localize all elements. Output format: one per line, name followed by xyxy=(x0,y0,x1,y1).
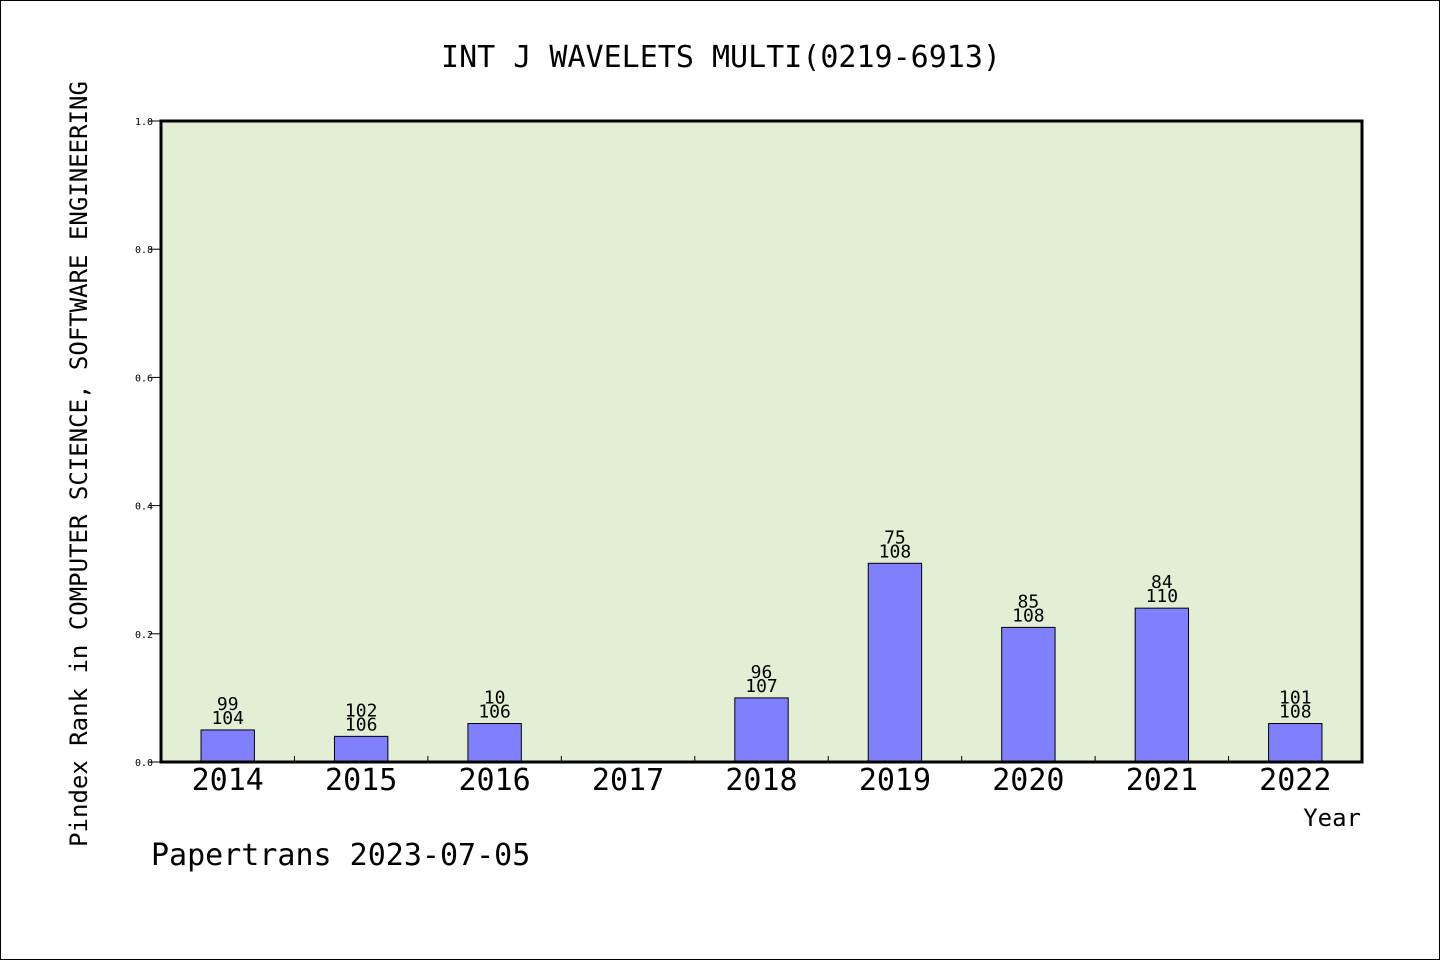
x-tick-label: 2017 xyxy=(592,763,664,798)
bar-rank-label: 101 xyxy=(1279,688,1312,709)
x-tick-label: 2016 xyxy=(458,763,530,798)
x-tick-label: 2019 xyxy=(859,763,931,798)
bar xyxy=(1268,723,1323,763)
chart-title: INT J WAVELETS MULTI(0219-6913) xyxy=(441,40,1001,75)
y-tick-label: 0.0 xyxy=(135,758,153,769)
bar-total-label: 110 xyxy=(1146,586,1179,607)
x-tick-label: 2022 xyxy=(1259,763,1331,798)
bar xyxy=(200,729,255,763)
y-tick-label: 0.4 xyxy=(135,502,153,513)
x-tick-label: 2020 xyxy=(992,763,1064,798)
bar-rank-label: 84 xyxy=(1151,572,1173,593)
bar-rank-label: 102 xyxy=(345,700,378,721)
footer-text: Papertrans 2023-07-05 xyxy=(151,838,530,873)
x-tick-label: 2015 xyxy=(325,763,397,798)
bar-rank-label: 85 xyxy=(1018,591,1040,612)
bar-total-label: 104 xyxy=(211,708,244,729)
y-axis-label: Pindex Rank in COMPUTER SCIENCE, SOFTWAR… xyxy=(65,81,93,847)
bar-total-label: 108 xyxy=(1279,702,1312,723)
bar-rank-label: 99 xyxy=(217,694,239,715)
bar xyxy=(1001,626,1056,763)
x-axis: 2014 2015 2016 2017 2018 2019 2020 2021 2022 xyxy=(192,756,1331,798)
bar xyxy=(734,697,789,763)
plot-border xyxy=(159,119,1364,764)
bar-total-label: 107 xyxy=(745,676,778,697)
y-tick-label: 0.8 xyxy=(135,245,153,256)
y-tick-label: 0.2 xyxy=(135,630,153,641)
bar-total-label: 106 xyxy=(345,714,378,735)
y-tick-label: 1.0 xyxy=(135,117,153,128)
y-tick-label: 0.6 xyxy=(135,373,153,384)
bar xyxy=(467,723,522,763)
x-tick-label: 2014 xyxy=(192,763,264,798)
x-tick-label: 2021 xyxy=(1126,763,1198,798)
bar-total-label: 108 xyxy=(879,541,912,562)
y-axis: 0.0 0.2 0.4 0.6 0.8 1.0 xyxy=(135,117,161,769)
bar-total-label: 108 xyxy=(1012,605,1045,626)
bar xyxy=(333,735,389,763)
bar-total-label: 106 xyxy=(478,702,511,723)
bar-rank-label: 10 xyxy=(484,688,506,709)
x-tick-label: 2018 xyxy=(725,763,797,798)
bar xyxy=(1134,607,1190,763)
bar xyxy=(867,562,923,763)
bar-rank-label: 75 xyxy=(884,527,906,548)
x-axis-label: Year xyxy=(1303,804,1361,832)
bar-rank-label: 96 xyxy=(751,662,773,683)
